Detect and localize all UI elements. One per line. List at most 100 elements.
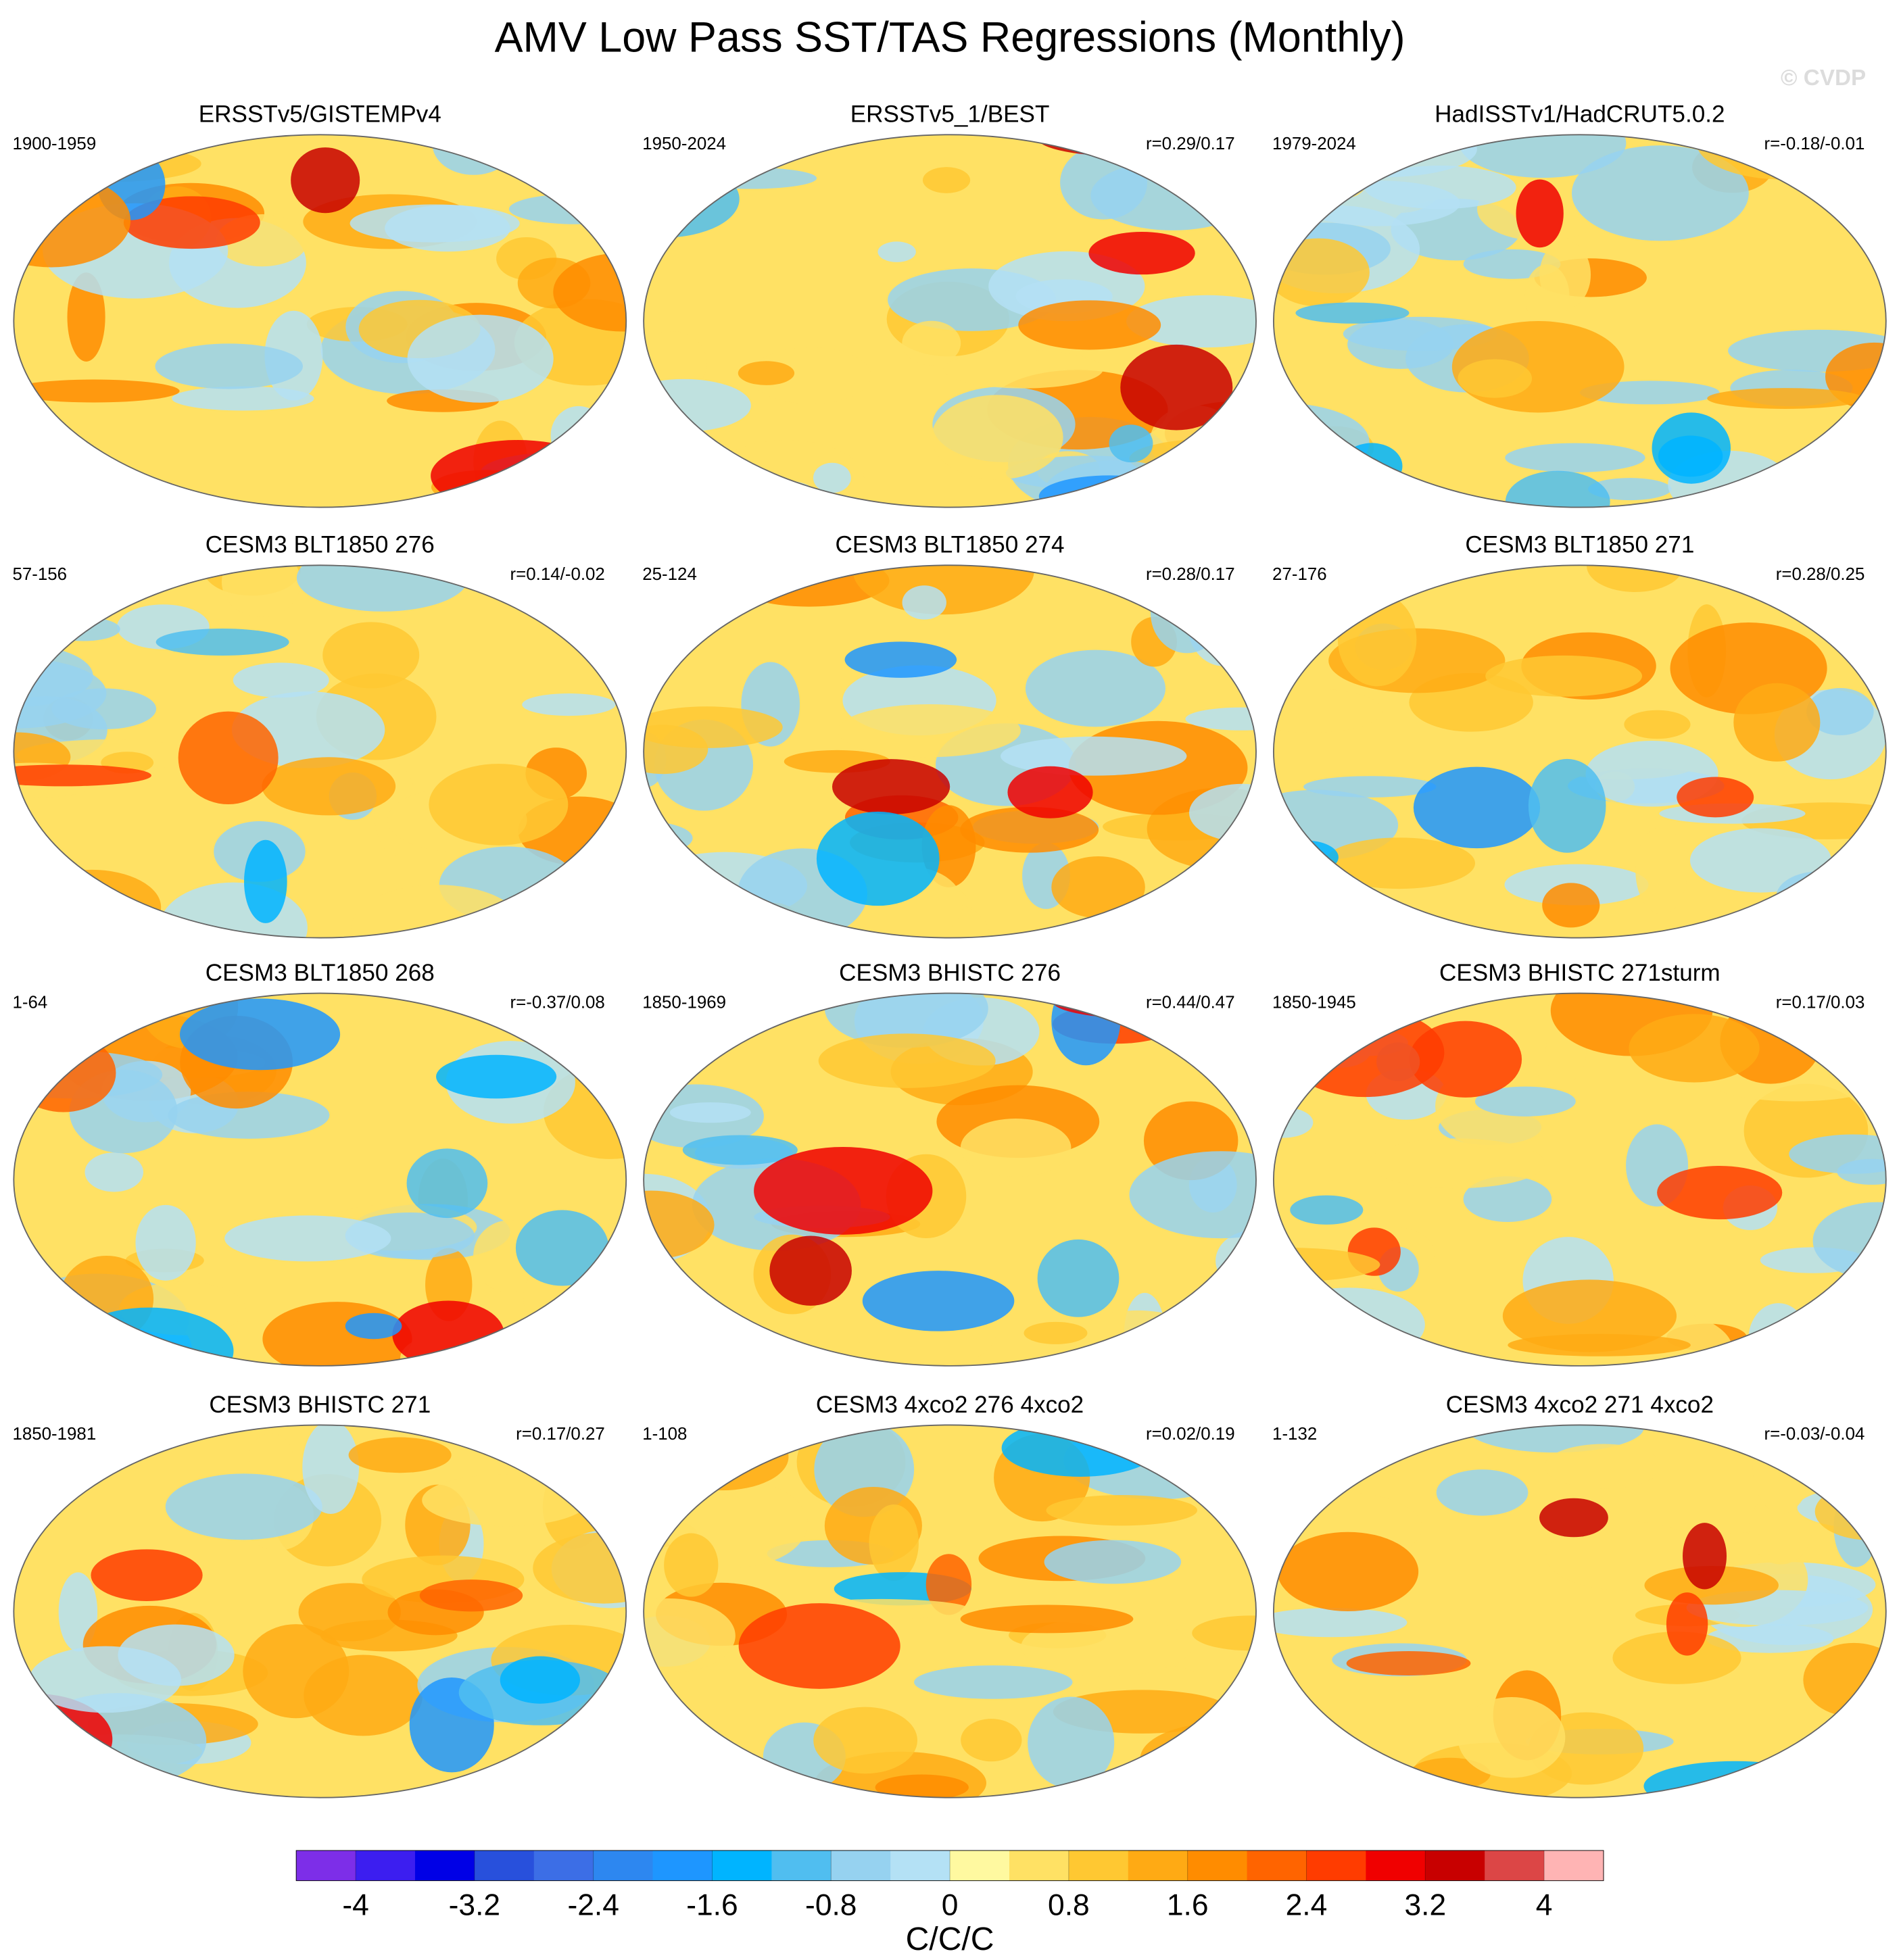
map-anomaly xyxy=(533,1532,627,1604)
map-anomaly xyxy=(1201,1281,1247,1313)
map-anomaly xyxy=(155,343,303,389)
map-outline xyxy=(1272,1424,1887,1798)
panel-period: 1-108 xyxy=(642,1423,687,1444)
panel-title: ERSSTv5/GISTEMPv4 xyxy=(199,101,441,128)
panel-correlation: r=0.28/0.25 xyxy=(1776,564,1865,584)
map-anomaly xyxy=(168,1092,330,1139)
map-anomaly xyxy=(37,164,89,186)
colorbar-box xyxy=(414,1850,475,1881)
map-anomaly xyxy=(1124,1292,1165,1366)
panel-period: 1850-1969 xyxy=(642,991,726,1012)
map-anomaly xyxy=(1187,583,1257,666)
map-anomaly xyxy=(862,1271,1015,1331)
panel-correlation: r=0.44/0.47 xyxy=(1146,991,1235,1012)
colorbar-box xyxy=(890,1850,950,1881)
map-anomaly xyxy=(1748,1303,1809,1366)
map-anomaly xyxy=(1046,1495,1197,1526)
map-anomaly xyxy=(1588,478,1672,501)
map-anomaly xyxy=(1458,1696,1566,1778)
panel-title: HadISSTv1/HadCRUT5.0.2 xyxy=(1435,101,1725,128)
panel-period: 1850-1945 xyxy=(1272,991,1356,1012)
map-anomaly xyxy=(1791,881,1860,938)
map-anomaly xyxy=(914,1665,1073,1699)
colorbar-box xyxy=(652,1850,713,1881)
map-outline xyxy=(643,1424,1257,1798)
map-anomaly xyxy=(1192,1471,1257,1508)
map-anomaly xyxy=(769,1235,852,1306)
map-anomaly xyxy=(1803,1642,1886,1717)
panel-title: CESM3 BHISTC 271sturm xyxy=(1439,960,1720,986)
panel-period: 25-124 xyxy=(642,564,697,584)
map-anomaly xyxy=(248,1434,293,1480)
map-anomaly xyxy=(1612,1632,1741,1684)
map-anomaly xyxy=(1810,1754,1852,1798)
map-anomaly xyxy=(1459,134,1627,178)
map-anomaly xyxy=(1024,1321,1088,1344)
map-anomaly xyxy=(29,1646,182,1713)
map-anomaly xyxy=(291,147,360,214)
colorbar-tick-label: 0 xyxy=(942,1888,959,1921)
map-anomaly xyxy=(14,423,59,508)
map-anomaly xyxy=(1273,1608,1407,1638)
map-anomaly xyxy=(224,1215,391,1262)
map-anomaly xyxy=(644,378,751,432)
map-anomaly xyxy=(1273,873,1345,898)
panel-title: CESM3 BLT1850 271 xyxy=(1465,532,1694,558)
map-anomaly xyxy=(1290,1195,1364,1225)
map-anomaly xyxy=(1038,475,1180,508)
map-anomaly xyxy=(1297,180,1460,226)
map xyxy=(644,993,1257,1366)
panel-title: CESM3 4xco2 271 4xco2 xyxy=(1446,1392,1714,1418)
map-anomaly xyxy=(14,764,151,787)
map xyxy=(14,1425,627,1798)
panel-title: CESM3 BHISTC 271 xyxy=(209,1392,431,1418)
map-outline xyxy=(13,134,627,508)
map-anomaly xyxy=(500,1656,581,1704)
map-anomaly xyxy=(1436,1469,1529,1516)
map-anomaly xyxy=(818,1033,996,1088)
panel-period: 57-156 xyxy=(12,564,67,584)
map-anomaly xyxy=(1666,1592,1708,1656)
panel-correlation: r=0.14/-0.02 xyxy=(510,564,605,584)
map-outline xyxy=(1272,564,1887,939)
map-anomaly xyxy=(14,1015,67,1053)
map-anomaly xyxy=(1368,1138,1545,1189)
map-anomaly xyxy=(1337,593,1417,687)
map-anomaly xyxy=(1413,766,1541,849)
map-anomaly xyxy=(406,1148,488,1219)
map-anomaly xyxy=(1689,828,1832,893)
map-anomaly xyxy=(350,204,520,243)
colorbar-box xyxy=(474,1850,535,1881)
map-anomaly xyxy=(869,1504,919,1582)
map-anomaly xyxy=(1273,403,1370,482)
map-anomaly xyxy=(1286,1008,1445,1098)
map-anomaly xyxy=(1776,871,1862,923)
map-anomaly xyxy=(824,993,988,1048)
map xyxy=(14,134,627,508)
map-anomaly xyxy=(431,440,605,508)
colorbar-box xyxy=(356,1850,416,1881)
map-anomaly xyxy=(155,629,289,656)
map-anomaly xyxy=(664,1533,719,1597)
map-anomaly xyxy=(1303,776,1437,798)
map-anomaly xyxy=(1505,443,1645,472)
map-anomaly xyxy=(902,585,946,620)
map-anomaly xyxy=(644,160,740,238)
map-anomaly xyxy=(1185,707,1257,731)
map-anomaly xyxy=(922,167,971,193)
map-anomaly xyxy=(644,1425,708,1494)
map-anomaly xyxy=(1126,295,1257,348)
colorbar-box xyxy=(831,1850,891,1881)
map-anomaly xyxy=(233,662,329,698)
map-anomaly xyxy=(1018,300,1161,350)
panel-correlation: r=0.29/0.17 xyxy=(1146,133,1235,153)
map-anomaly xyxy=(750,347,871,404)
map-anomaly xyxy=(932,395,1063,480)
map-anomaly xyxy=(1544,1444,1662,1489)
map-anomaly xyxy=(1220,1258,1257,1327)
map-anomaly xyxy=(1780,1307,1886,1366)
map-anomaly xyxy=(345,1313,402,1340)
colorbar-box xyxy=(1187,1850,1248,1881)
map-outline xyxy=(13,992,627,1367)
